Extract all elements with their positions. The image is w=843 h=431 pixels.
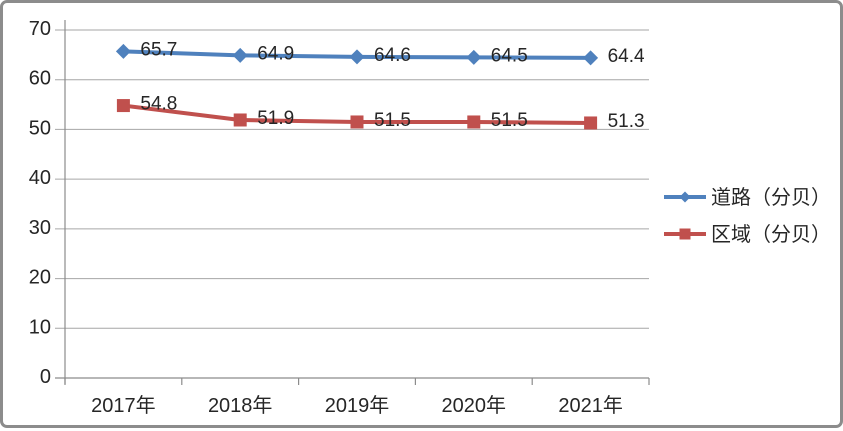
legend-label-0: 道路（分贝） xyxy=(711,186,831,209)
legend-item-1: 区域（分贝） xyxy=(664,223,831,246)
legend: 道路（分贝） 区域（分贝） xyxy=(664,186,831,246)
y-axis-labels: 0 10 20 30 40 50 60 70 xyxy=(29,18,51,388)
series-1-square-marker-4 xyxy=(584,116,598,130)
x-axis-label-0: 2017年 xyxy=(91,394,156,417)
series-0-datalabel-1: 64.9 xyxy=(257,43,294,64)
series-1-square-marker-0 xyxy=(116,99,130,113)
x-axis-label-1: 2018年 xyxy=(208,394,273,417)
series-0-diamond-marker-3 xyxy=(466,49,482,65)
series-0-diamond-marker-1 xyxy=(232,47,248,63)
legend-label-1: 区域（分贝） xyxy=(711,223,831,246)
series-1-square-marker-1 xyxy=(233,113,247,127)
series-1-datalabel-4: 51.3 xyxy=(608,111,645,132)
axes xyxy=(55,20,650,385)
series-0-datalabel-3: 64.5 xyxy=(491,45,528,66)
line-chart: 0 10 20 30 40 50 60 70 2017年 2018年 2019年 2020年 2021年… xyxy=(29,18,831,417)
y-axis-label-10: 10 xyxy=(29,316,51,338)
series-1-square-marker-3 xyxy=(467,115,481,129)
x-axis-label-3: 2020年 xyxy=(442,394,507,417)
series-1-datalabel-0: 54.8 xyxy=(140,94,177,115)
series-1-datalabel-2: 51.5 xyxy=(374,110,411,131)
series-1: 54.8 51.9 51.5 51.5 51.3 xyxy=(116,94,645,132)
x-axis-labels: 2017年 2018年 2019年 2020年 2021年 xyxy=(91,394,623,417)
gridlines xyxy=(55,29,649,329)
y-axis-label-70: 70 xyxy=(29,18,51,40)
series-0-diamond-marker-2 xyxy=(349,49,365,65)
series-1-datalabel-1: 51.9 xyxy=(257,108,294,129)
series-0-datalabel-0: 65.7 xyxy=(140,39,177,60)
y-axis-label-40: 40 xyxy=(29,167,51,189)
series-0-diamond-marker-0 xyxy=(115,43,131,59)
y-axis-label-50: 50 xyxy=(29,117,51,139)
series-0: 65.7 64.9 64.6 64.5 64.4 xyxy=(115,39,645,67)
y-axis-label-0: 0 xyxy=(40,366,51,388)
series-0-datalabel-2: 64.6 xyxy=(374,45,411,66)
series-1-datalabel-3: 51.5 xyxy=(491,110,528,131)
x-axis-label-4: 2021年 xyxy=(558,394,623,417)
y-axis-label-20: 20 xyxy=(29,267,51,289)
y-axis-label-30: 30 xyxy=(29,217,51,239)
x-axis-label-2: 2019年 xyxy=(325,394,390,417)
legend-square-marker-icon xyxy=(679,228,691,240)
series-1-square-marker-2 xyxy=(350,115,364,129)
legend-diamond-marker-icon xyxy=(679,191,691,203)
series-0-diamond-marker-4 xyxy=(583,50,599,66)
series-0-datalabel-4: 64.4 xyxy=(608,46,645,67)
y-axis-label-60: 60 xyxy=(29,68,51,90)
legend-item-0: 道路（分贝） xyxy=(664,186,831,209)
